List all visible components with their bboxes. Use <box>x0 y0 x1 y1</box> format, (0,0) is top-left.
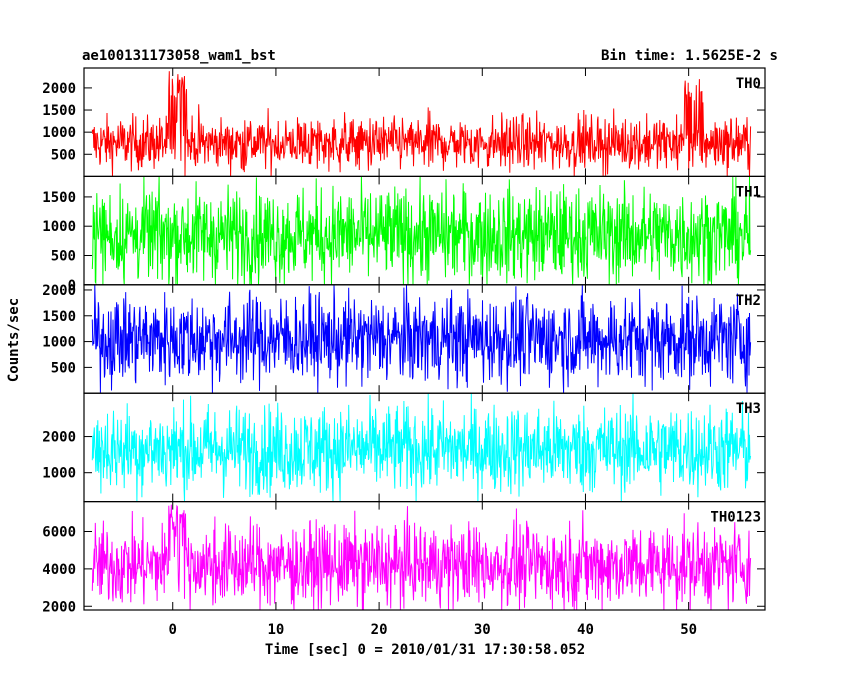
y-tick-label: 2000 <box>42 430 76 446</box>
panel-frame-th0123 <box>83 501 766 611</box>
x-tick-label: 50 <box>680 622 697 638</box>
series-trace-th0 <box>91 71 752 177</box>
x-tick-label: 30 <box>474 622 491 638</box>
y-tick-label: 1000 <box>42 335 76 351</box>
y-tick-label: 500 <box>51 147 76 163</box>
y-tick-label: 500 <box>51 360 76 376</box>
panel-label-th0: TH0 <box>736 76 761 92</box>
y-tick-label: 6000 <box>42 525 76 541</box>
y-tick-label: 2000 <box>42 599 76 615</box>
y-tick-label: 0 <box>68 278 76 294</box>
y-tick-label: 1000 <box>42 219 76 235</box>
bin-time-label: Bin time: 1.5625E-2 s <box>601 48 778 64</box>
y-tick-label: 1500 <box>42 190 76 206</box>
panels-layer <box>91 71 752 611</box>
series-trace-th2 <box>91 284 752 394</box>
chart-title: ae100131173058_wam1_bst <box>82 48 276 64</box>
panel-label-th3: TH3 <box>736 401 761 417</box>
y-tick-label: 2000 <box>42 283 76 299</box>
y-tick-label: 1000 <box>42 125 76 141</box>
y-tick-label: 4000 <box>42 562 76 578</box>
x-tick-label: 20 <box>371 622 388 638</box>
y-tick-label: 1500 <box>42 309 76 325</box>
x-axis-label: Time [sec] 0 = 2010/01/31 17:30:58.052 <box>265 642 585 658</box>
series-trace-th3 <box>91 393 752 502</box>
panel-label-th2: TH2 <box>736 293 761 309</box>
y-tick-label: 2000 <box>42 81 76 97</box>
y-tick-label: 500 <box>51 249 76 265</box>
y-tick-label: 1500 <box>42 103 76 119</box>
x-tick-label: 10 <box>267 622 284 638</box>
panel-label-th1: TH1 <box>736 184 761 200</box>
panel-label-th0123: TH0123 <box>710 510 761 526</box>
x-tick-label: 40 <box>577 622 594 638</box>
series-trace-th0123 <box>91 504 752 611</box>
y-axis-label: Counts/sec <box>6 298 22 382</box>
series-trace-th1 <box>91 176 752 285</box>
x-tick-label: 0 <box>169 622 177 638</box>
y-tick-label: 1000 <box>42 466 76 482</box>
